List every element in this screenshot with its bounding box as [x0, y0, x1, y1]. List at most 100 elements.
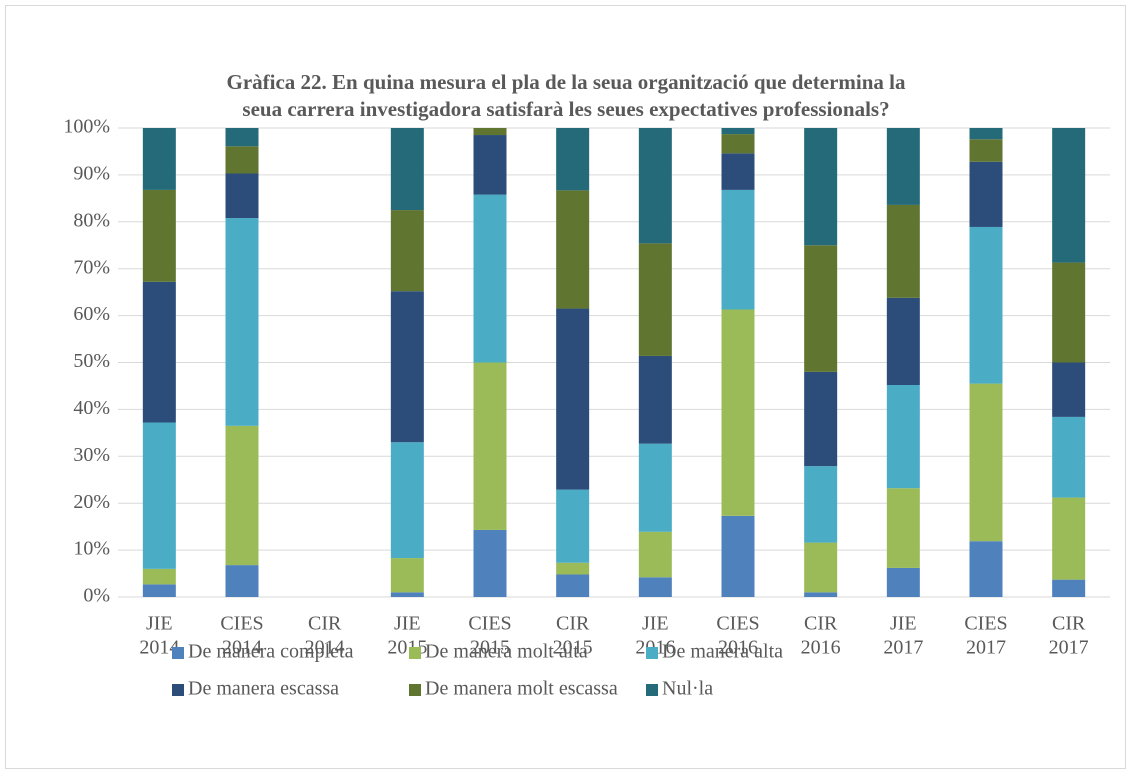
- y-tick-label: 50%: [73, 350, 110, 372]
- x-tick-label: CIES: [220, 613, 263, 635]
- x-tick-label: 2014: [139, 637, 179, 659]
- bar-segment: [969, 226, 1003, 384]
- legend-label: De manera molt escassa: [425, 678, 618, 700]
- bar-segment: [1052, 416, 1086, 498]
- x-tick-label: 2016: [718, 637, 758, 659]
- bar-segment: [390, 558, 424, 593]
- bar-segment: [225, 128, 259, 147]
- y-tick-label: 20%: [73, 491, 110, 513]
- bar-segment: [638, 531, 672, 578]
- bar-segment: [804, 592, 838, 597]
- bar-segment: [804, 371, 838, 467]
- bar-segment: [721, 189, 755, 310]
- bar-segment: [473, 194, 507, 363]
- bar-segment: [1052, 362, 1086, 417]
- legend-label: Nul·la: [662, 678, 713, 700]
- bar-segment: [390, 592, 424, 597]
- legend-swatch: [409, 647, 421, 659]
- chart-title: seua carrera investigadora satisfarà les…: [242, 97, 889, 121]
- x-tick-label: JIE: [146, 613, 173, 635]
- bar-segment: [969, 541, 1003, 597]
- x-tick-label: 2015: [553, 637, 593, 659]
- bar-segment: [721, 128, 755, 135]
- bar-segment: [969, 383, 1003, 542]
- bar-segment: [886, 128, 920, 205]
- bar-segment: [225, 173, 259, 219]
- bar-segment: [721, 515, 755, 597]
- bar-segment: [142, 584, 176, 597]
- bar-segment: [969, 128, 1003, 140]
- y-tick-label: 90%: [73, 162, 110, 184]
- x-tick-label: JIE: [394, 613, 421, 635]
- bar-segment: [556, 562, 590, 575]
- bar-segment: [638, 243, 672, 356]
- bar-segment: [804, 245, 838, 372]
- bar-segment: [638, 577, 672, 597]
- bar-segment: [225, 425, 259, 566]
- bar-segment: [1052, 579, 1086, 597]
- bar-segment: [142, 128, 176, 190]
- x-tick-label: 2014: [305, 637, 345, 659]
- chart-title: Gràfica 22. En quina mesura el pla de la…: [227, 70, 906, 94]
- bar-segment: [886, 385, 920, 489]
- bar-segment: [804, 128, 838, 246]
- x-tick-label: 2017: [1049, 637, 1089, 659]
- legend-label: De manera molt alta: [425, 641, 588, 663]
- x-tick-label: 2017: [883, 637, 923, 659]
- bar-segment: [969, 161, 1003, 227]
- x-tick-label: CIR: [556, 613, 590, 635]
- bar-segment: [556, 574, 590, 597]
- x-tick-label: 2014: [222, 637, 262, 659]
- bar-segment: [473, 529, 507, 597]
- bar-segment: [1052, 128, 1086, 263]
- bar-segment: [390, 128, 424, 211]
- y-tick-label: 60%: [73, 303, 110, 325]
- bar-segment: [886, 488, 920, 568]
- x-tick-label: 2015: [387, 637, 427, 659]
- bar-segment: [969, 139, 1003, 162]
- bar-segment: [886, 204, 920, 298]
- bar-segment: [225, 565, 259, 597]
- bar-segment: [886, 567, 920, 597]
- legend-swatch: [172, 647, 184, 659]
- legend-swatch: [409, 684, 421, 696]
- legend-label: De manera escassa: [188, 678, 339, 700]
- x-tick-label: 2016: [801, 637, 841, 659]
- bar-segment: [142, 422, 176, 569]
- bar-segment: [142, 281, 176, 423]
- x-tick-label: JIE: [642, 613, 669, 635]
- bar-segment: [225, 146, 259, 174]
- y-tick-label: 80%: [73, 209, 110, 231]
- bar-segment: [886, 297, 920, 386]
- bar-segment: [804, 542, 838, 593]
- x-tick-label: CIR: [308, 613, 342, 635]
- bar-segment: [638, 128, 672, 244]
- y-tick-label: 10%: [73, 538, 110, 560]
- x-tick-label: CIR: [1052, 613, 1086, 635]
- bar-segment: [142, 189, 176, 282]
- legend-swatch: [646, 684, 658, 696]
- bar-segment: [473, 362, 507, 530]
- bar-segment: [638, 443, 672, 532]
- legend-swatch: [172, 684, 184, 696]
- x-tick-label: CIES: [468, 613, 511, 635]
- bar-segment: [556, 489, 590, 563]
- y-tick-label: 100%: [63, 116, 110, 138]
- x-tick-label: JIE: [890, 613, 917, 635]
- bar-segment: [556, 190, 590, 309]
- bar-segment: [721, 134, 755, 154]
- bar-segment: [721, 153, 755, 190]
- bar-segment: [1052, 262, 1086, 363]
- bar-segment: [225, 218, 259, 426]
- legend-label: De manera completa: [188, 641, 354, 663]
- bar-segment: [638, 355, 672, 444]
- bar-segment: [473, 135, 507, 195]
- x-tick-label: CIR: [804, 613, 838, 635]
- legend-swatch: [646, 647, 658, 659]
- bar-segment: [556, 308, 590, 490]
- bar-segment: [1052, 497, 1086, 580]
- x-tick-label: 2017: [966, 637, 1006, 659]
- bar-segment: [390, 291, 424, 443]
- x-tick-label: 2015: [470, 637, 510, 659]
